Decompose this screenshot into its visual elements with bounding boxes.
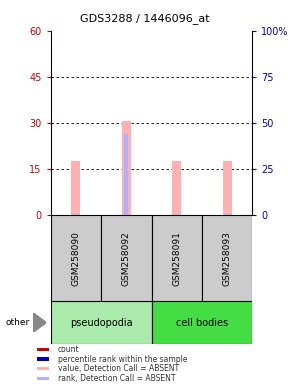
- Bar: [124, 134, 128, 215]
- Text: other: other: [6, 318, 30, 327]
- Text: GDS3288 / 1446096_at: GDS3288 / 1446096_at: [80, 13, 210, 24]
- Bar: [37, 367, 50, 370]
- Text: GSM258092: GSM258092: [122, 231, 131, 286]
- Text: value, Detection Call = ABSENT: value, Detection Call = ABSENT: [58, 364, 179, 373]
- Bar: [37, 377, 50, 381]
- Text: count: count: [58, 345, 79, 354]
- Bar: [37, 358, 50, 361]
- Text: GSM258093: GSM258093: [223, 231, 232, 286]
- Bar: [51, 301, 151, 344]
- Text: GSM258090: GSM258090: [71, 231, 80, 286]
- Polygon shape: [33, 313, 46, 332]
- Text: rank, Detection Call = ABSENT: rank, Detection Call = ABSENT: [58, 374, 175, 383]
- Text: percentile rank within the sample: percentile rank within the sample: [58, 354, 187, 364]
- Bar: [151, 215, 202, 301]
- Bar: [51, 215, 101, 301]
- Bar: [71, 161, 81, 215]
- Bar: [37, 348, 50, 351]
- Bar: [172, 161, 181, 215]
- Text: pseudopodia: pseudopodia: [70, 318, 133, 328]
- Bar: [175, 214, 179, 215]
- Bar: [151, 301, 252, 344]
- Bar: [222, 161, 232, 215]
- Bar: [225, 214, 229, 215]
- Bar: [122, 121, 131, 215]
- Text: GSM258091: GSM258091: [172, 231, 181, 286]
- Bar: [74, 214, 78, 215]
- Bar: [202, 215, 252, 301]
- Bar: [101, 215, 151, 301]
- Text: cell bodies: cell bodies: [176, 318, 228, 328]
